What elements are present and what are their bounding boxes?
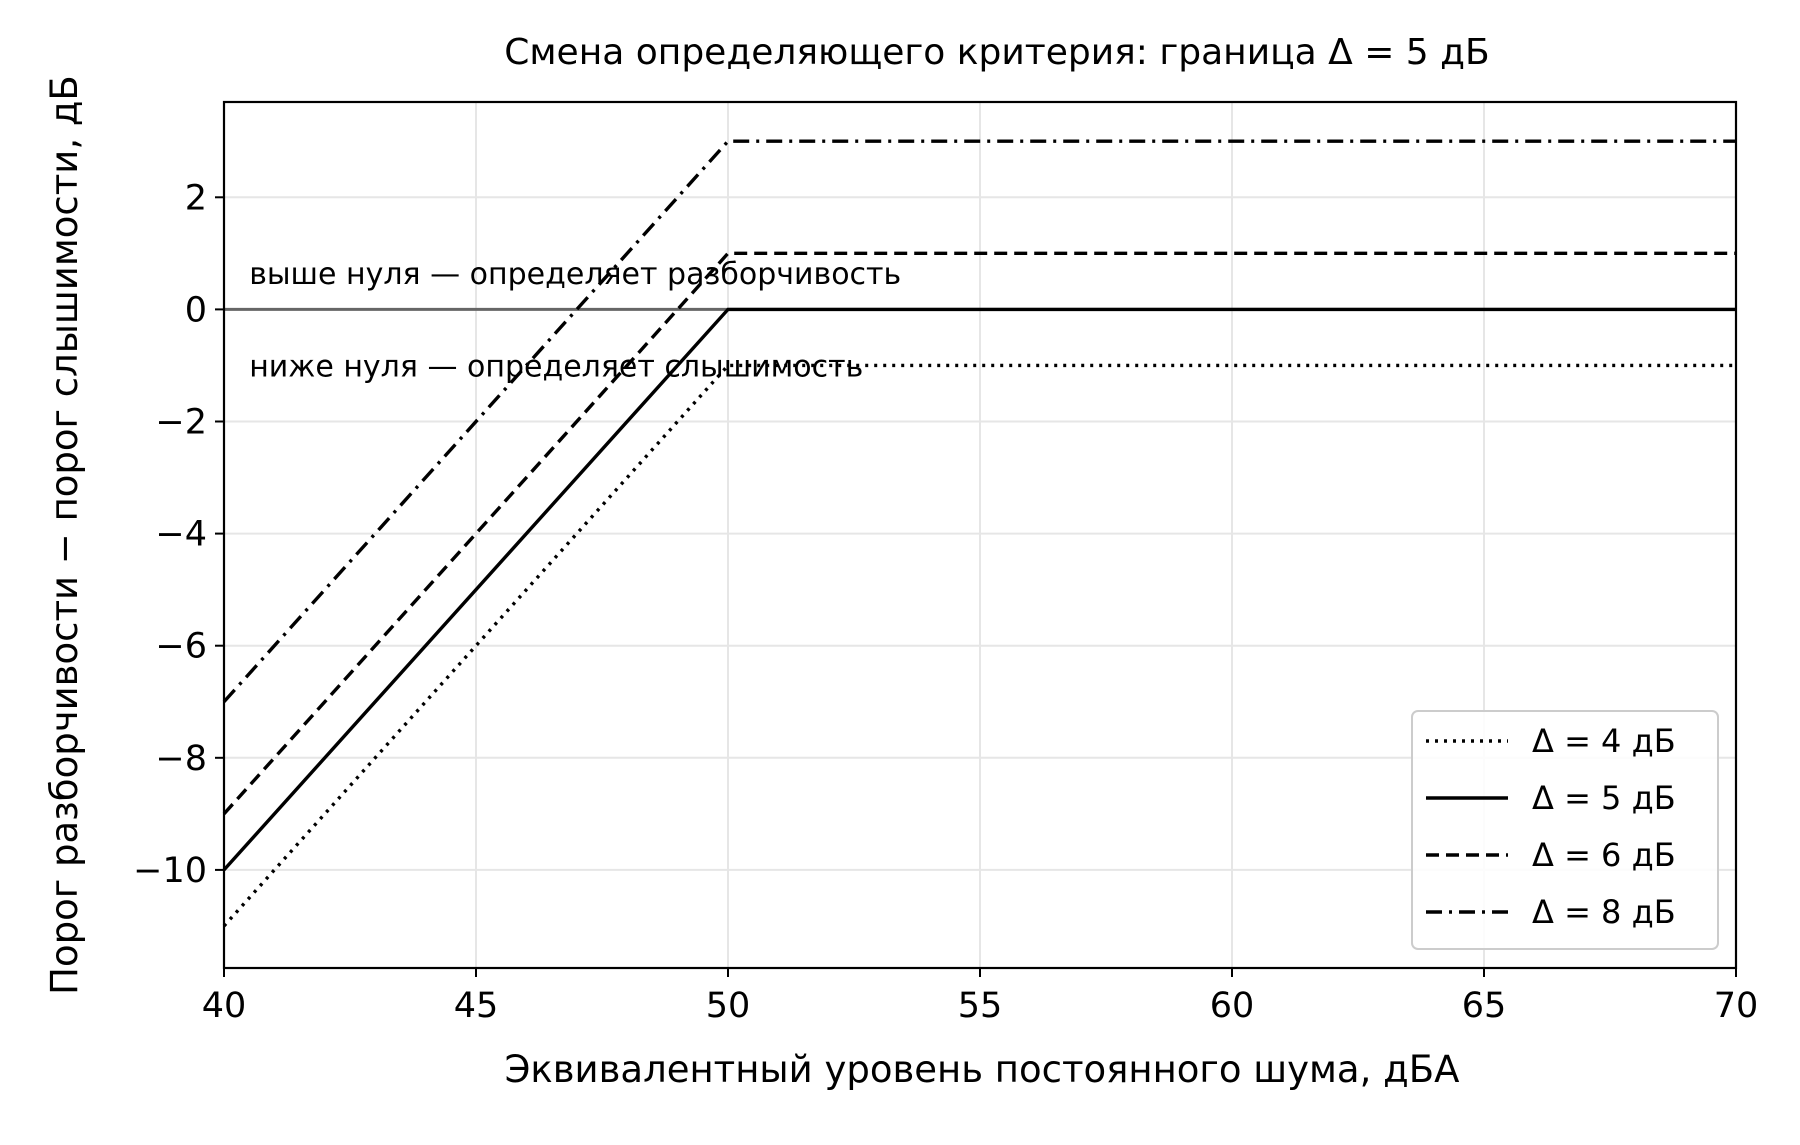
x-tick-label: 50 (706, 986, 751, 1026)
annotation-label: ниже нуля — определяет слышимость (249, 350, 863, 385)
y-tick-label: −8 (155, 739, 207, 779)
x-tick-label: 55 (958, 986, 1003, 1026)
x-tick-label: 70 (1714, 986, 1759, 1026)
series-line-3 (222, 139, 1736, 703)
x-tick-label: 65 (1462, 986, 1507, 1026)
legend-box (1411, 710, 1719, 950)
annotations: выше нуля — определяет разборчивость ниже… (249, 257, 901, 384)
legend-label: Δ = 4 дБ (1532, 722, 1676, 760)
series-layer (222, 139, 1736, 928)
series-line-2 (222, 251, 1736, 815)
legend-label: Δ = 8 дБ (1532, 893, 1676, 931)
annotation-label: выше нуля — определяет разборчивость (249, 257, 901, 292)
series-line-1 (222, 307, 1736, 872)
x-axis-label: Эквивалентный уровень постоянного шума, … (505, 1048, 1460, 1091)
y-tick-label: −10 (133, 851, 207, 891)
y-tick-label: −6 (155, 627, 207, 667)
y-tick-label: 2 (185, 178, 207, 218)
legend-label: Δ = 6 дБ (1532, 836, 1676, 874)
y-tick-label: −4 (155, 515, 207, 555)
legend-label: Δ = 5 дБ (1532, 779, 1676, 817)
x-tick-label: 60 (1210, 986, 1255, 1026)
axis-ticks: 40 45 50 55 60 65 70 −10 −8 −6 −4 −2 0 2 (133, 178, 1758, 1026)
y-axis-label: Порог разборчивости − порог слышимости, … (43, 75, 86, 995)
y-tick-label: 0 (185, 290, 207, 330)
x-tick-label: 45 (454, 986, 499, 1026)
chart-title: Смена определяющего критерия: граница Δ … (504, 32, 1489, 73)
x-tick-label: 40 (202, 986, 247, 1026)
y-tick-label: −2 (155, 402, 207, 442)
legend: Δ = 4 дБ Δ = 5 дБ Δ = 6 дБ Δ = 8 дБ (1411, 710, 1719, 950)
